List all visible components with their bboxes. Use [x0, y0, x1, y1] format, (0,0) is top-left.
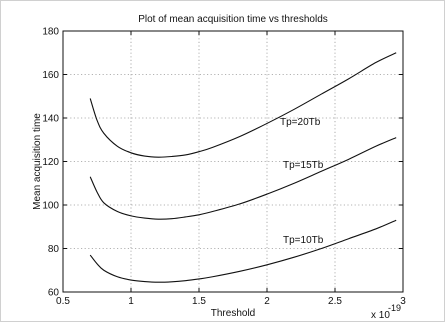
y-tick-label: 120 — [42, 157, 59, 168]
x-axis-label: Threshold — [211, 308, 255, 319]
series-line-2 — [89, 137, 397, 220]
series-label: Tp=10Tb — [283, 235, 324, 246]
series-label: Tp=20Tb — [280, 117, 321, 128]
series-line-3 — [89, 219, 397, 283]
x-tick-label: 1.5 — [192, 296, 206, 307]
x-tick-label: 3 — [400, 296, 406, 307]
y-tick-label: 80 — [48, 244, 60, 255]
x-tick-label: 0.5 — [56, 296, 70, 307]
y-tick-label: 180 — [42, 27, 59, 38]
y-axis-label: Mean acquisition time — [32, 113, 43, 210]
y-tick-label: 100 — [42, 201, 59, 212]
series-label: Tp=15Tb — [283, 160, 324, 171]
x-axis-multiplier-exponent: -19 — [388, 303, 401, 313]
x-tick-label: 2.5 — [328, 296, 342, 307]
x-tick-label: 1 — [128, 296, 134, 307]
chart-title: Plot of mean acquisition time vs thresho… — [138, 14, 328, 25]
y-tick-label: 140 — [42, 114, 59, 125]
series-line-1 — [89, 52, 397, 158]
y-tick-label: 60 — [48, 288, 60, 299]
x-axis-multiplier-label: x 10 — [371, 310, 390, 321]
y-tick-label: 160 — [42, 70, 59, 81]
x-tick-label: 2 — [264, 296, 270, 307]
